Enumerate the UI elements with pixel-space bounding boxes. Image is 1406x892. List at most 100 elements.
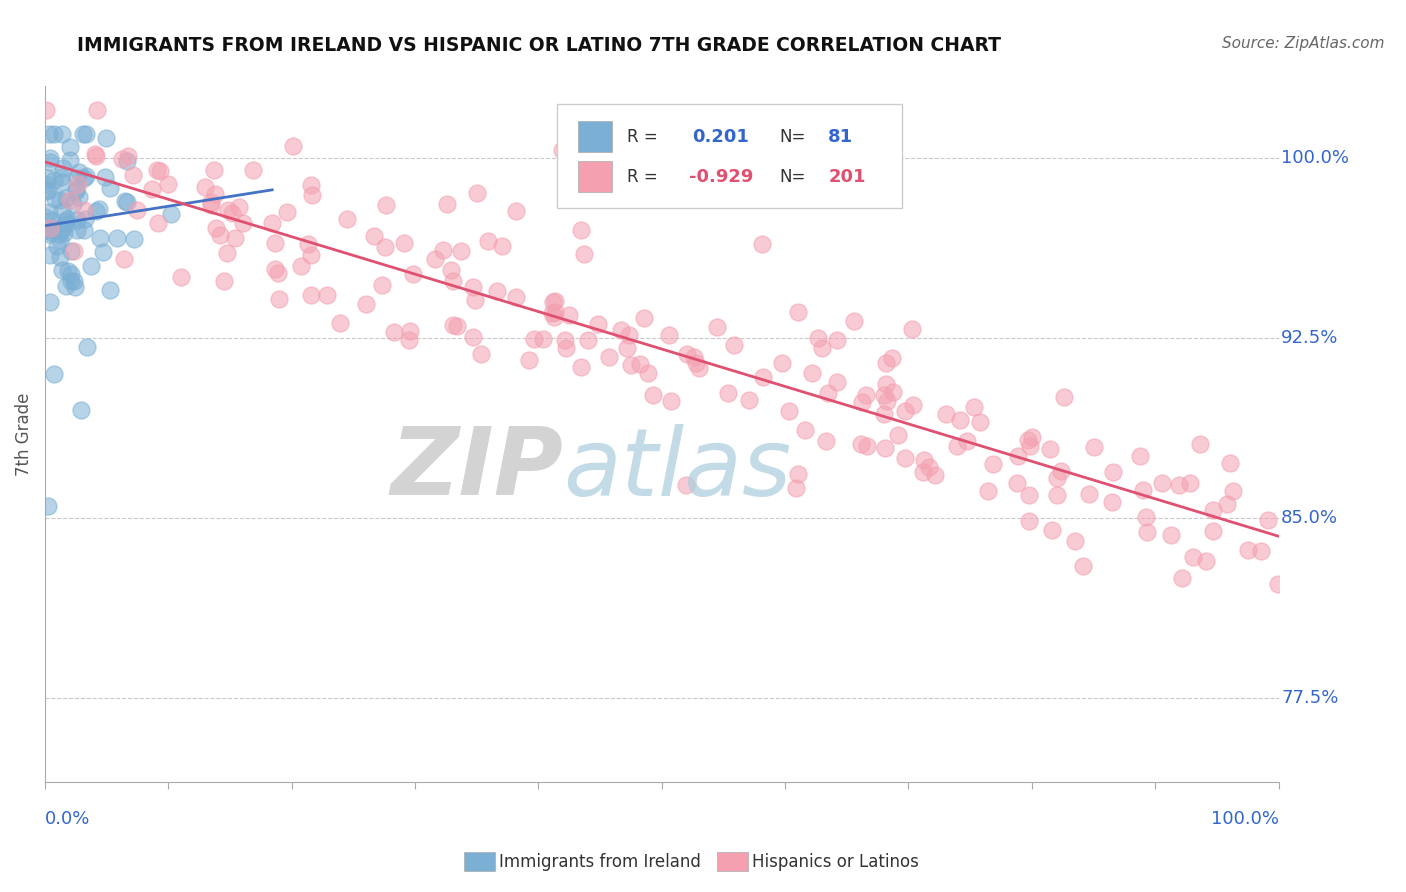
Point	[194, 179, 217, 194]
Text: IMMIGRANTS FROM IRELAND VS HISPANIC OR LATINO 7TH GRADE CORRELATION CHART: IMMIGRANTS FROM IRELAND VS HISPANIC OR L…	[77, 36, 1001, 54]
Point	[675, 346, 697, 360]
Text: 81: 81	[828, 128, 853, 145]
Point	[616, 341, 638, 355]
Point	[1005, 476, 1028, 491]
Point	[786, 467, 808, 481]
Point	[706, 320, 728, 334]
Point	[1136, 525, 1159, 540]
Point	[301, 187, 323, 202]
Point	[374, 240, 396, 254]
Point	[84, 204, 107, 219]
Point	[491, 239, 513, 253]
Point	[98, 181, 121, 195]
Point	[1257, 514, 1279, 528]
Point	[38, 221, 60, 235]
Point	[72, 223, 94, 237]
Point	[224, 231, 246, 245]
Point	[1039, 442, 1062, 457]
Point	[969, 416, 991, 430]
Point	[485, 284, 508, 298]
Point	[363, 229, 385, 244]
Point	[398, 333, 420, 347]
Text: 77.5%: 77.5%	[1281, 690, 1339, 707]
Point	[659, 394, 682, 409]
Point	[949, 413, 972, 427]
Point	[880, 351, 903, 365]
Point	[70, 403, 93, 417]
Point	[55, 278, 77, 293]
Point	[62, 244, 84, 259]
Point	[204, 221, 226, 235]
Point	[215, 246, 238, 260]
Point	[221, 206, 243, 220]
Text: Immigrants from Ireland: Immigrants from Ireland	[499, 853, 702, 871]
Point	[41, 222, 63, 236]
Point	[55, 191, 77, 205]
Text: 100.0%: 100.0%	[1281, 149, 1350, 168]
Point	[825, 333, 848, 347]
Point	[1018, 488, 1040, 502]
Point	[628, 357, 651, 371]
Point	[912, 452, 935, 467]
Point	[62, 196, 84, 211]
Point	[569, 360, 592, 375]
Point	[470, 347, 492, 361]
Point	[44, 192, 66, 206]
Point	[531, 332, 554, 346]
Point	[643, 388, 665, 402]
Point	[98, 283, 121, 297]
Point	[399, 324, 422, 338]
Point	[1046, 488, 1069, 502]
Point	[1219, 456, 1241, 470]
Point	[112, 252, 135, 266]
Point	[935, 407, 957, 421]
Point	[1202, 524, 1225, 539]
Text: 100.0%: 100.0%	[1211, 810, 1278, 829]
Point	[849, 437, 872, 451]
Point	[39, 222, 62, 236]
Point	[541, 294, 564, 309]
Point	[1132, 483, 1154, 497]
Point	[876, 393, 898, 408]
Point	[267, 293, 290, 307]
Point	[637, 366, 659, 380]
Point	[382, 325, 405, 339]
Point	[42, 172, 65, 186]
Point	[517, 353, 540, 368]
Point	[217, 202, 239, 217]
Point	[55, 213, 77, 227]
Point	[204, 187, 226, 202]
Point	[463, 280, 485, 294]
Point	[770, 356, 793, 370]
Point	[299, 248, 322, 262]
Point	[893, 403, 915, 417]
Point	[149, 164, 172, 178]
Point	[329, 316, 352, 330]
Point	[157, 177, 180, 191]
Point	[114, 194, 136, 208]
Point	[93, 169, 115, 184]
Point	[160, 206, 183, 220]
Point	[1053, 390, 1076, 404]
Point	[544, 293, 567, 308]
Point	[35, 184, 58, 198]
Point	[576, 334, 599, 348]
Point	[1007, 449, 1029, 463]
Point	[39, 225, 62, 239]
Point	[38, 128, 60, 142]
Point	[67, 178, 90, 192]
Point	[817, 386, 839, 401]
Point	[117, 149, 139, 163]
Point	[34, 210, 56, 224]
Point	[801, 366, 824, 380]
Point	[232, 215, 254, 229]
Point	[38, 227, 60, 241]
Point	[901, 398, 924, 412]
Point	[441, 274, 464, 288]
Point	[84, 149, 107, 163]
Point	[48, 227, 70, 242]
Point	[59, 193, 82, 207]
Point	[299, 178, 322, 193]
Point	[440, 262, 463, 277]
Point	[402, 268, 425, 282]
